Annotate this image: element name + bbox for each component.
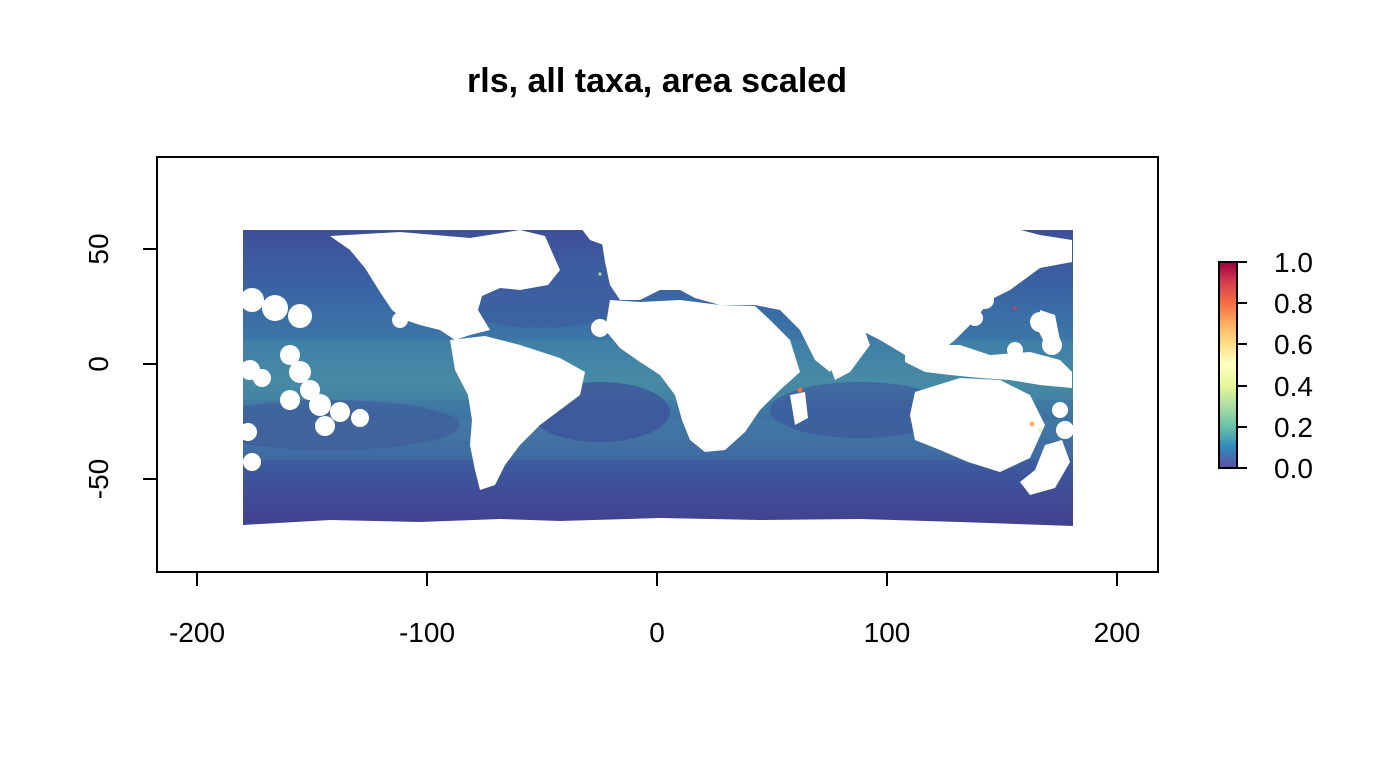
x-axis: -200 -100 0 100 200	[169, 571, 1141, 648]
legend-tick-label: 1.0	[1274, 247, 1313, 278]
x-tick-label: 0	[649, 617, 665, 648]
legend-tick-label: 0.2	[1274, 412, 1313, 443]
land-mask	[157, 157, 1158, 572]
x-tick-label: -200	[169, 617, 225, 648]
legend-tick-label: 0.0	[1274, 453, 1313, 484]
map-plot-area	[157, 157, 1158, 572]
y-tick-label: 0	[83, 356, 114, 372]
y-axis: 50 0 -50	[83, 233, 158, 499]
y-tick-label: -50	[83, 459, 114, 499]
y-tick-label: 50	[83, 233, 114, 264]
x-tick-label: -100	[399, 617, 455, 648]
color-legend: 1.0 0.8 0.6 0.4 0.2 0.0	[1218, 247, 1313, 484]
legend-tick-label: 0.4	[1274, 371, 1313, 402]
legend-tick-label: 0.8	[1274, 288, 1313, 319]
legend-tick-label: 0.6	[1274, 329, 1313, 360]
x-tick-label: 200	[1094, 617, 1141, 648]
x-tick-label: 100	[864, 617, 911, 648]
map-title: rls, all taxa, area scaled	[467, 62, 847, 100]
legend-color-bar	[1218, 261, 1238, 469]
